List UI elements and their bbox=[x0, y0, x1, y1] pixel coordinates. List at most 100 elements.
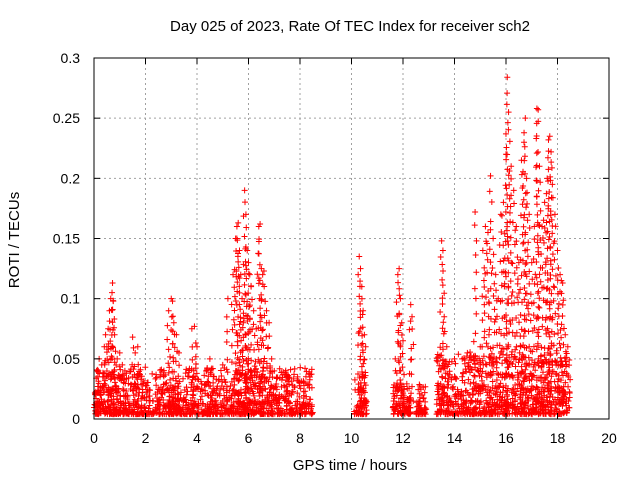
data-point bbox=[514, 294, 521, 301]
data-point bbox=[418, 391, 425, 398]
data-point bbox=[531, 325, 538, 332]
data-point bbox=[221, 364, 228, 371]
data-point bbox=[233, 223, 240, 230]
data-point bbox=[505, 241, 512, 248]
data-point bbox=[362, 402, 369, 409]
data-point bbox=[555, 264, 562, 271]
data-point bbox=[530, 363, 537, 370]
data-point bbox=[503, 185, 510, 192]
y-axis-label: ROTI / TECUs bbox=[6, 192, 23, 288]
data-point bbox=[139, 386, 146, 393]
data-point bbox=[544, 154, 551, 161]
data-point bbox=[260, 364, 267, 371]
data-point bbox=[560, 325, 567, 332]
data-point bbox=[160, 373, 167, 380]
data-point bbox=[521, 327, 528, 334]
data-point bbox=[256, 389, 263, 396]
y-tick-label: 0.15 bbox=[53, 231, 80, 247]
data-point bbox=[522, 386, 529, 393]
data-point bbox=[506, 138, 513, 145]
data-point bbox=[292, 402, 299, 409]
data-point bbox=[131, 363, 138, 370]
data-point bbox=[204, 364, 211, 371]
data-point bbox=[519, 257, 526, 264]
data-point bbox=[117, 366, 124, 373]
data-point bbox=[552, 387, 559, 394]
data-point bbox=[490, 368, 497, 375]
data-point bbox=[267, 370, 274, 377]
data-point bbox=[525, 397, 532, 404]
data-point bbox=[406, 395, 413, 402]
data-point bbox=[246, 271, 253, 278]
data-point bbox=[407, 318, 414, 325]
data-point bbox=[113, 362, 120, 369]
data-point bbox=[516, 349, 523, 356]
data-point bbox=[474, 357, 481, 364]
data-point bbox=[544, 175, 551, 182]
data-point bbox=[256, 277, 263, 284]
data-point bbox=[548, 290, 555, 297]
data-point bbox=[237, 386, 244, 393]
data-point bbox=[106, 318, 113, 325]
data-point bbox=[470, 357, 477, 364]
data-point bbox=[397, 353, 404, 360]
data-point bbox=[94, 383, 101, 390]
data-point bbox=[253, 368, 260, 375]
data-point bbox=[361, 374, 368, 381]
data-point bbox=[514, 369, 521, 376]
data-point bbox=[208, 388, 215, 395]
data-point bbox=[505, 126, 512, 133]
data-point bbox=[281, 410, 288, 417]
data-point bbox=[260, 358, 267, 365]
data-point bbox=[562, 331, 569, 338]
data-point bbox=[510, 374, 517, 381]
data-point bbox=[259, 404, 266, 411]
data-point bbox=[130, 408, 137, 415]
data-point bbox=[205, 383, 212, 390]
data-point bbox=[534, 290, 541, 297]
data-point bbox=[228, 359, 235, 366]
data-point bbox=[491, 407, 498, 414]
data-point bbox=[487, 226, 494, 233]
data-point bbox=[508, 163, 515, 170]
data-point bbox=[248, 283, 255, 290]
data-point bbox=[221, 376, 228, 383]
data-point bbox=[180, 375, 187, 382]
data-point bbox=[483, 250, 490, 257]
data-point bbox=[104, 398, 111, 405]
data-point bbox=[119, 386, 126, 393]
data-point bbox=[170, 319, 177, 326]
data-point bbox=[94, 389, 101, 396]
data-point bbox=[437, 254, 444, 261]
data-point bbox=[560, 341, 567, 348]
data-point bbox=[487, 218, 494, 225]
data-point bbox=[518, 272, 525, 279]
data-point bbox=[541, 375, 548, 382]
data-point bbox=[201, 410, 208, 417]
data-point bbox=[439, 395, 446, 402]
data-point bbox=[444, 385, 451, 392]
data-point bbox=[186, 405, 193, 412]
data-point bbox=[242, 331, 249, 338]
data-point bbox=[362, 343, 369, 350]
data-point bbox=[547, 261, 554, 268]
data-point bbox=[538, 393, 545, 400]
data-point bbox=[108, 306, 115, 313]
data-point bbox=[190, 392, 197, 399]
data-point bbox=[135, 385, 142, 392]
data-point bbox=[166, 411, 173, 418]
data-point bbox=[533, 346, 540, 353]
data-point bbox=[441, 328, 448, 335]
data-point bbox=[396, 265, 403, 272]
data-point bbox=[162, 380, 169, 387]
data-point bbox=[488, 199, 495, 206]
data-point bbox=[567, 376, 574, 383]
data-point bbox=[482, 409, 489, 416]
data-point bbox=[484, 343, 491, 350]
y-tick-label: 0.05 bbox=[53, 351, 80, 367]
data-point bbox=[485, 331, 492, 338]
data-point bbox=[236, 376, 243, 383]
data-point bbox=[539, 235, 546, 242]
data-point bbox=[243, 394, 250, 401]
y-tick-label: 0.25 bbox=[53, 110, 80, 126]
